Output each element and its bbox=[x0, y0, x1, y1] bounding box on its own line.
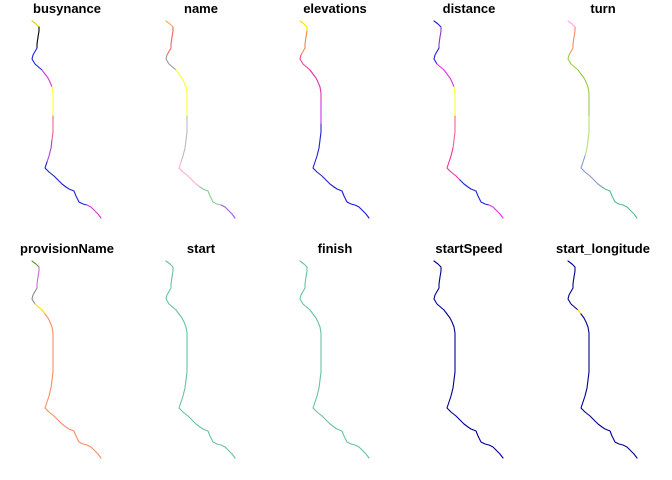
map-panel-elevations: elevations bbox=[268, 0, 402, 240]
map-panel-start-speed: startSpeed bbox=[402, 240, 536, 480]
route-map bbox=[31, 20, 102, 219]
route-segment bbox=[299, 20, 308, 32]
route-segment bbox=[36, 266, 40, 289]
panel-title: busynance bbox=[33, 1, 101, 16]
route-map bbox=[165, 260, 236, 459]
panel-title: startSpeed bbox=[435, 241, 503, 256]
route-map bbox=[165, 20, 236, 219]
route-segment bbox=[577, 309, 582, 315]
route-segment bbox=[165, 20, 174, 28]
map-panel-busynance: busynance bbox=[0, 0, 134, 240]
route-segment bbox=[568, 26, 576, 56]
route-segment bbox=[180, 115, 188, 163]
route-segment bbox=[488, 204, 504, 219]
route-segment bbox=[312, 123, 335, 188]
route-segment bbox=[567, 260, 579, 311]
route-segment bbox=[580, 155, 603, 188]
route-segment bbox=[453, 86, 456, 117]
route-segment bbox=[86, 204, 102, 219]
panel-title: elevations bbox=[303, 1, 367, 16]
route-segment bbox=[178, 161, 201, 188]
route-map bbox=[299, 260, 370, 459]
route-segment bbox=[601, 186, 638, 219]
route-segment bbox=[433, 260, 504, 459]
route-segment bbox=[199, 186, 222, 206]
route-segment bbox=[584, 115, 590, 157]
route-map bbox=[433, 260, 504, 459]
route-segment bbox=[580, 313, 638, 459]
route-segment bbox=[446, 147, 461, 181]
map-panel-provision-name: provisionName bbox=[0, 240, 134, 480]
route-segment bbox=[165, 260, 236, 459]
map-panel-start: start bbox=[134, 240, 268, 480]
panel-title: provisionName bbox=[20, 241, 114, 256]
route-segment bbox=[31, 287, 38, 305]
route-segment bbox=[333, 186, 370, 219]
route-segment bbox=[51, 115, 54, 141]
route-segment bbox=[299, 260, 370, 459]
route-segment bbox=[175, 69, 188, 117]
panel-title: finish bbox=[317, 241, 353, 256]
route-segment bbox=[433, 20, 442, 28]
route-segment bbox=[41, 69, 53, 88]
route-segment bbox=[51, 86, 54, 117]
route-map bbox=[299, 20, 370, 219]
route-segment bbox=[436, 63, 455, 88]
route-segment bbox=[36, 26, 40, 49]
panel-title: name bbox=[184, 1, 218, 16]
map-panel-finish: finish bbox=[268, 240, 402, 480]
map-panel-turn: turn bbox=[536, 0, 670, 240]
route-segment bbox=[31, 260, 40, 268]
route-segment bbox=[31, 47, 43, 71]
route-segment bbox=[46, 139, 53, 163]
route-segment bbox=[438, 26, 442, 49]
panel-title: turn bbox=[590, 1, 616, 16]
panel-title: start_longitude bbox=[556, 241, 650, 256]
route-segment bbox=[44, 313, 102, 459]
route-map bbox=[31, 260, 102, 459]
route-segment bbox=[567, 20, 576, 28]
route-segment bbox=[65, 186, 88, 206]
route-segment bbox=[309, 69, 322, 101]
route-segment bbox=[459, 179, 490, 206]
map-panel-name: name bbox=[134, 0, 268, 240]
panel-title: start bbox=[186, 241, 216, 256]
route-segment bbox=[300, 30, 308, 56]
route-map bbox=[567, 20, 638, 219]
map-panel-start-longitude: start_longitude bbox=[536, 240, 670, 480]
route-segment bbox=[433, 47, 440, 65]
route-map bbox=[433, 20, 504, 219]
map-panel-distance: distance bbox=[402, 0, 536, 240]
route-segment bbox=[567, 54, 590, 117]
route-segment bbox=[34, 303, 46, 315]
route-segment bbox=[452, 115, 456, 149]
route-segment bbox=[44, 161, 67, 188]
panel-title: distance bbox=[442, 1, 496, 16]
route-segment bbox=[299, 54, 311, 71]
route-segment bbox=[166, 26, 174, 56]
route-segment bbox=[31, 20, 40, 28]
route-segment bbox=[165, 54, 177, 71]
route-segment bbox=[220, 204, 236, 219]
route-map bbox=[567, 260, 638, 459]
